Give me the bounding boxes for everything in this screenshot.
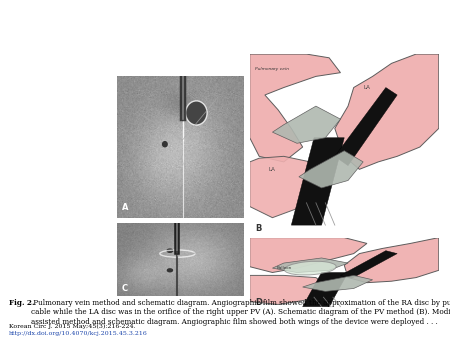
Polygon shape xyxy=(303,275,373,291)
Text: Korean Circ J. 2015 May;45(3):216-224.: Korean Circ J. 2015 May;45(3):216-224. xyxy=(9,324,135,329)
Circle shape xyxy=(167,269,172,272)
Text: LA: LA xyxy=(364,85,370,90)
Polygon shape xyxy=(250,275,329,305)
Text: D: D xyxy=(256,298,262,307)
Ellipse shape xyxy=(284,261,336,275)
Circle shape xyxy=(162,142,167,147)
Text: Pulmonary vein: Pulmonary vein xyxy=(256,67,289,71)
Polygon shape xyxy=(272,106,341,143)
Polygon shape xyxy=(291,138,344,225)
Text: Fig. 2.: Fig. 2. xyxy=(9,299,35,307)
Polygon shape xyxy=(341,251,397,278)
Text: C: C xyxy=(122,284,128,293)
Polygon shape xyxy=(299,151,363,188)
Text: A: A xyxy=(122,203,129,212)
Circle shape xyxy=(167,249,173,252)
Polygon shape xyxy=(335,54,439,169)
Polygon shape xyxy=(303,272,348,307)
Polygon shape xyxy=(344,238,439,283)
Text: http://dx.doi.org/10.4070/kcj.2015.45.3.216: http://dx.doi.org/10.4070/kcj.2015.45.3.… xyxy=(9,331,148,336)
Polygon shape xyxy=(250,156,322,218)
Polygon shape xyxy=(335,88,397,166)
Text: Pulmonary vein method and schematic diagram. Angiographic film showed the approx: Pulmonary vein method and schematic diag… xyxy=(31,299,450,325)
Text: LA: LA xyxy=(269,167,276,172)
Polygon shape xyxy=(250,238,367,272)
Polygon shape xyxy=(250,54,341,162)
Text: Balloon: Balloon xyxy=(276,266,292,270)
Circle shape xyxy=(186,101,207,125)
Polygon shape xyxy=(272,258,348,272)
Text: B: B xyxy=(256,223,262,233)
